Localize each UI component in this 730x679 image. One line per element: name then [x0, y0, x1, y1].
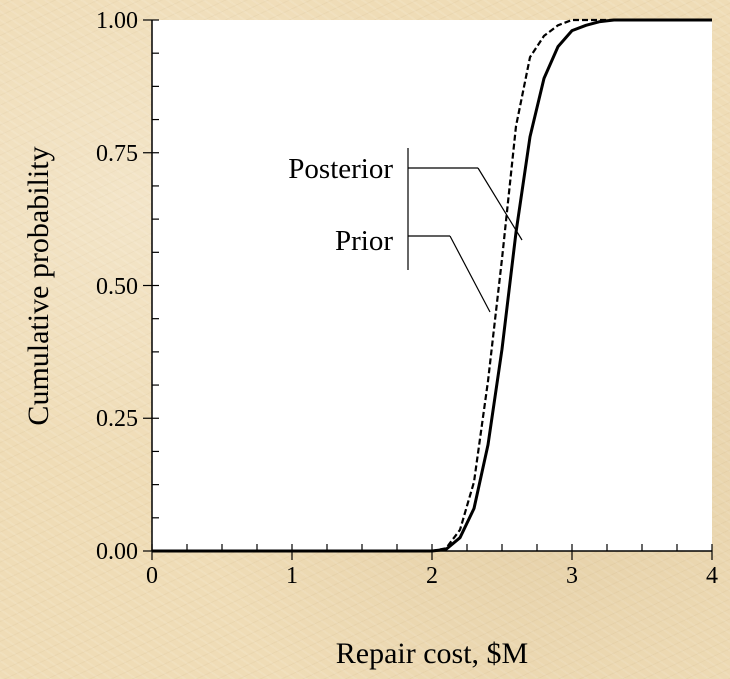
y-tick-label: 0.25 — [96, 406, 138, 432]
series-line-prior — [152, 18, 712, 553]
annotation-posterior: Posterior — [288, 153, 393, 185]
y-tick-label: 0.50 — [96, 274, 138, 300]
x-tick-label: 3 — [566, 563, 578, 589]
plot-area — [152, 20, 712, 551]
prior-leader — [449, 235, 491, 313]
y-tick-label: 0.00 — [96, 539, 138, 565]
y-tick-label: 1.00 — [96, 8, 138, 34]
annotation-leaders — [407, 148, 523, 313]
x-axis-title: Repair cost, $M — [336, 637, 528, 670]
series-layer — [152, 18, 712, 553]
x-tick-label: 4 — [706, 563, 718, 589]
x-tick-label: 0 — [146, 563, 158, 589]
series-line-posterior — [152, 18, 712, 553]
y-tick-label: 0.75 — [96, 141, 138, 167]
x-tick-label: 2 — [426, 563, 438, 589]
annotation-prior: Prior — [335, 225, 393, 257]
posterior-leader — [477, 167, 523, 241]
tick-layer — [143, 19, 713, 560]
y-axis-title: Cumulative probability — [22, 146, 55, 425]
x-tick-label: 1 — [286, 563, 298, 589]
